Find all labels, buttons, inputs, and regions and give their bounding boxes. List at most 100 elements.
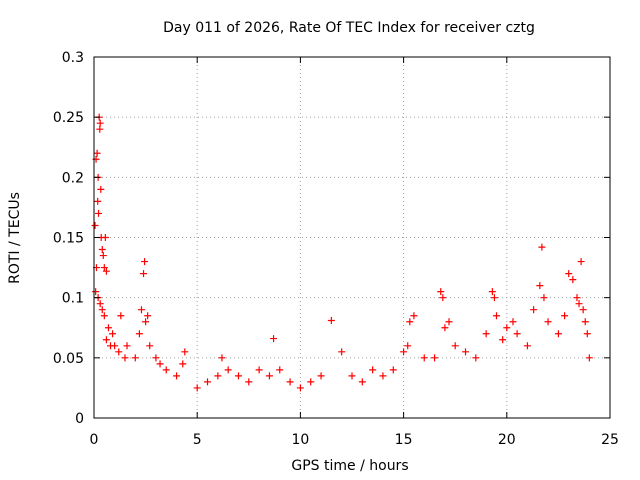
data-point [503, 324, 511, 332]
data-point [109, 330, 117, 338]
data-point [98, 306, 106, 314]
data-point [265, 372, 273, 380]
data-point [224, 366, 232, 374]
x-axis-ticks: 0 5 10 15 20 25 [90, 57, 619, 448]
y-axis-label: ROTI / TECUs [7, 192, 23, 284]
data-point [565, 270, 573, 278]
data-point [100, 264, 108, 272]
data-point [104, 324, 112, 332]
data-point [193, 384, 201, 392]
y-tick-label: 0.25 [53, 110, 84, 126]
data-point [98, 246, 106, 254]
data-point [152, 354, 160, 362]
data-point [296, 384, 304, 392]
data-point [141, 258, 149, 266]
data-point [577, 258, 585, 266]
data-point [513, 330, 521, 338]
data-point [540, 294, 548, 302]
data-point [327, 317, 335, 325]
data-point [179, 360, 187, 368]
data-point [472, 354, 480, 362]
data-point [96, 125, 104, 133]
data-point [234, 372, 242, 380]
data-point [96, 300, 104, 308]
data-point [173, 372, 181, 380]
data-point [581, 318, 589, 326]
data-point [115, 348, 123, 356]
data-point [140, 270, 148, 278]
data-point [406, 318, 414, 326]
data-point [492, 312, 500, 320]
data-point [123, 342, 131, 350]
data-point [445, 318, 453, 326]
data-point [554, 330, 562, 338]
data-point [307, 378, 315, 386]
y-tick-label: 0.05 [53, 351, 84, 367]
data-point [245, 378, 253, 386]
data-point [530, 306, 538, 314]
data-point [214, 372, 222, 380]
data-point [573, 294, 581, 302]
plot-frame [93, 56, 611, 419]
data-point [92, 288, 100, 296]
data-point [97, 185, 105, 193]
data-point [451, 342, 459, 350]
data-point [509, 318, 517, 326]
data-point [95, 209, 103, 217]
data-point [135, 330, 143, 338]
data-point [144, 312, 152, 320]
data-point [404, 342, 412, 350]
data-point [270, 335, 278, 343]
data-point [348, 372, 356, 380]
data-point [102, 267, 110, 275]
y-tick-label: 0.3 [62, 50, 84, 66]
data-point [358, 378, 366, 386]
data-point [255, 366, 263, 374]
data-point [146, 342, 154, 350]
data-point [400, 348, 408, 356]
x-tick-label: 10 [291, 432, 309, 448]
data-point [536, 282, 544, 290]
data-point [488, 288, 496, 296]
x-tick-label: 20 [498, 432, 516, 448]
data-point [410, 312, 418, 320]
data-point [131, 354, 139, 362]
data-point [156, 360, 164, 368]
data-point [91, 221, 99, 229]
data-point [137, 306, 145, 314]
x-tick-label: 5 [193, 432, 202, 448]
data-point [117, 312, 125, 320]
y-tick-label: 0.15 [53, 231, 84, 247]
data-marks [91, 113, 593, 392]
data-point [462, 348, 470, 356]
y-tick-label: 0.1 [62, 291, 84, 307]
data-point [99, 252, 107, 260]
data-point [100, 312, 108, 320]
data-point [585, 354, 593, 362]
y-axis-ticks: 0 0.05 0.1 0.15 0.2 0.25 0.3 [53, 50, 610, 427]
y-tick-label: 0.2 [62, 170, 84, 186]
data-point [102, 336, 110, 344]
data-point [575, 300, 583, 308]
data-point [369, 366, 377, 374]
data-point [437, 288, 445, 296]
x-tick-label: 0 [90, 432, 99, 448]
data-point [544, 318, 552, 326]
data-point [181, 348, 189, 356]
data-point [121, 354, 129, 362]
data-point [523, 342, 531, 350]
data-point [569, 276, 577, 284]
data-point [499, 336, 507, 344]
data-point [94, 197, 102, 205]
data-point [93, 149, 101, 157]
data-point [490, 294, 498, 302]
chart-title: Day 011 of 2026, Rate Of TEC Index for r… [163, 20, 535, 36]
grid-lines [94, 57, 610, 418]
x-axis-label: GPS time / hours [291, 458, 408, 474]
data-point [317, 372, 325, 380]
data-point [579, 306, 587, 314]
y-tick-label: 0 [75, 411, 84, 427]
data-point [431, 354, 439, 362]
data-point [142, 318, 150, 326]
